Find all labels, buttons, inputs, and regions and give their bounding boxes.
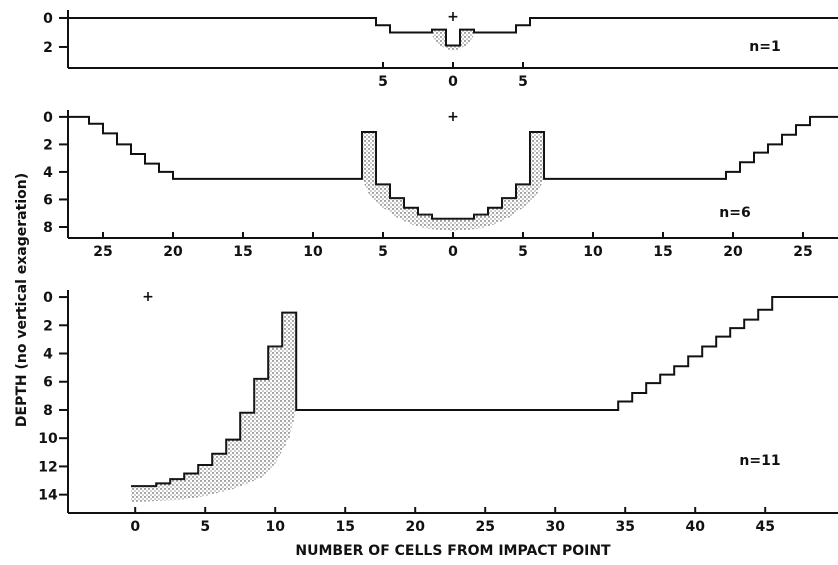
x-tick-label: 15 bbox=[335, 519, 354, 535]
x-tick-label: 5 bbox=[518, 74, 528, 90]
annotation: + bbox=[142, 289, 154, 305]
stippled-region bbox=[432, 29, 474, 52]
x-tick-label: 20 bbox=[405, 519, 425, 535]
x-tick-label: 10 bbox=[303, 244, 323, 260]
x-tick-label: 45 bbox=[755, 519, 774, 535]
y-axis-label: DEPTH (no vertical exageration) bbox=[14, 173, 30, 427]
x-tick-label: 30 bbox=[545, 519, 565, 535]
x-tick-label: 5 bbox=[518, 244, 528, 260]
x-tick-label: 0 bbox=[448, 244, 458, 260]
x-tick-label: 15 bbox=[233, 244, 252, 260]
x-tick-label: 35 bbox=[615, 519, 634, 535]
y-tick-label: 2 bbox=[43, 137, 53, 153]
x-tick-label: 15 bbox=[653, 244, 672, 260]
x-tick-label: 5 bbox=[378, 74, 388, 90]
y-tick-label: 10 bbox=[38, 431, 58, 447]
x-tick-label: 10 bbox=[265, 519, 285, 535]
y-tick-label: 12 bbox=[38, 459, 57, 475]
y-tick-label: 2 bbox=[43, 40, 53, 56]
annotation: + bbox=[447, 109, 459, 125]
annotation: + bbox=[447, 9, 459, 25]
y-tick-label: 0 bbox=[43, 11, 53, 27]
annotation: n=11 bbox=[739, 453, 780, 469]
x-tick-label: 25 bbox=[793, 244, 812, 260]
y-tick-label: 8 bbox=[43, 220, 53, 236]
stippled-region bbox=[131, 312, 297, 502]
y-tick-label: 6 bbox=[43, 192, 53, 208]
y-tick-label: 14 bbox=[38, 488, 58, 504]
x-tick-label: 5 bbox=[200, 519, 210, 535]
x-tick-label: 25 bbox=[93, 244, 112, 260]
y-tick-label: 4 bbox=[43, 347, 53, 363]
y-tick-label: 0 bbox=[43, 290, 53, 306]
x-axis-label: NUMBER OF CELLS FROM IMPACT POINT bbox=[295, 543, 611, 559]
y-tick-label: 4 bbox=[43, 165, 53, 181]
x-tick-label: 40 bbox=[685, 519, 705, 535]
x-tick-label: 20 bbox=[163, 244, 183, 260]
x-tick-label: 0 bbox=[130, 519, 140, 535]
y-tick-label: 8 bbox=[43, 403, 53, 419]
y-tick-label: 6 bbox=[43, 375, 53, 391]
x-tick-label: 20 bbox=[723, 244, 743, 260]
depth-profile bbox=[68, 115, 838, 220]
x-tick-label: 25 bbox=[475, 519, 494, 535]
x-tick-label: 5 bbox=[378, 244, 388, 260]
annotation: n=6 bbox=[719, 205, 750, 221]
y-tick-label: 2 bbox=[43, 318, 53, 334]
stippled-region bbox=[362, 132, 544, 232]
x-tick-label: 0 bbox=[448, 74, 458, 90]
y-tick-label: 0 bbox=[43, 110, 53, 126]
annotation: n=1 bbox=[749, 39, 780, 55]
x-tick-label: 10 bbox=[583, 244, 603, 260]
